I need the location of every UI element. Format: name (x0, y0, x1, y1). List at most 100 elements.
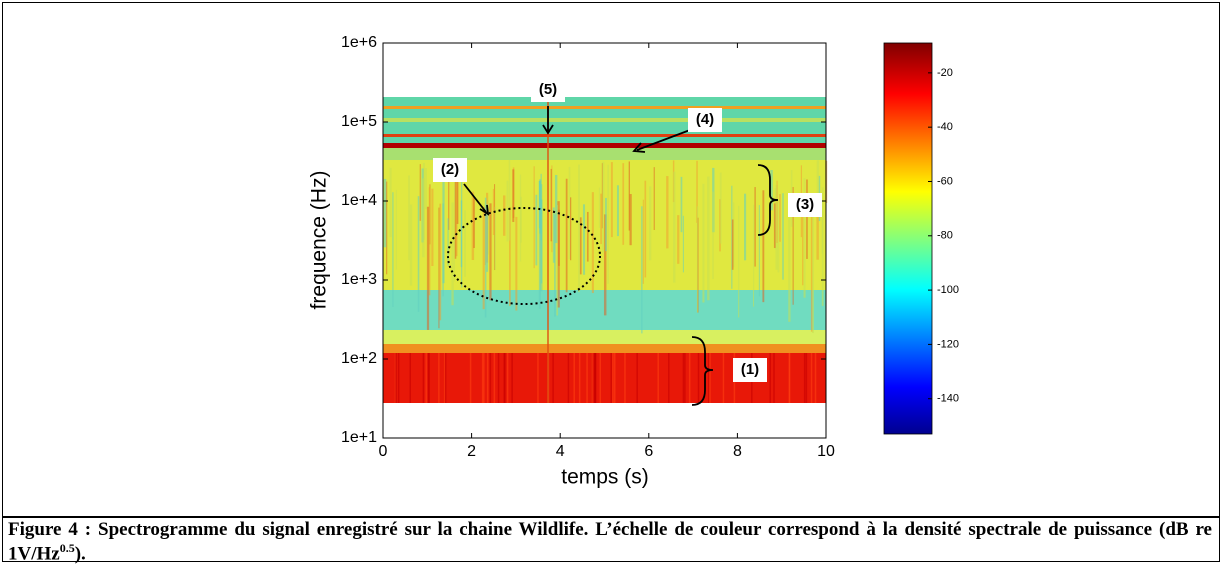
annotation-box (733, 358, 767, 382)
spectrogram-streak (578, 164, 581, 293)
caption-text: Figure 4 : Spectrogramme du signal enreg… (8, 519, 1212, 564)
arrow-head (479, 204, 490, 216)
spectrogram-streak (811, 215, 814, 334)
spectrogram-streak (599, 353, 602, 403)
spectrogram-streak (533, 166, 535, 269)
y-tick-label: 1e+4 (341, 192, 377, 209)
annotation: (4) (696, 111, 714, 128)
brace (691, 336, 714, 406)
spectrogram-streak (612, 353, 614, 403)
arrow (463, 183, 487, 213)
spectrogram-band (383, 148, 826, 160)
spectrogram-streak (509, 206, 511, 307)
spectrogram-band (383, 106, 826, 109)
spectrogram-streak (386, 181, 388, 275)
spectrogram-streak (600, 193, 602, 245)
spectrogram-streak (666, 176, 669, 249)
spectrogram-band (383, 118, 826, 122)
spectrogram-streak (506, 180, 509, 242)
spectrogram-streak (389, 167, 392, 238)
spectrogram-streak (602, 161, 605, 253)
separator (2, 516, 1220, 518)
spectrogram-streak (722, 353, 725, 403)
spectrogram-streak (422, 353, 425, 403)
spectrogram-streak (473, 197, 475, 249)
spectrogram-band (383, 143, 826, 148)
caption-superscript: 0.5 (59, 541, 75, 555)
spectrogram-streak (680, 176, 683, 233)
spectrogram-streak (707, 176, 710, 301)
spectrogram-streak (688, 353, 691, 403)
spectrogram-streak (805, 353, 808, 403)
annotation-box (433, 158, 467, 182)
spectrogram-streak (753, 204, 755, 307)
spectrogram-streak (591, 192, 594, 294)
spectrogram-streak (594, 353, 597, 403)
spectrogram-streak (628, 161, 630, 231)
spectrogram-streak (453, 168, 455, 282)
spectrogram-streak (425, 353, 427, 403)
spectrogram-streak (439, 203, 442, 321)
spectrogram-streak (814, 353, 817, 403)
spectrogram-streak (547, 97, 549, 403)
y-tick-label: 1e+2 (341, 350, 377, 367)
spectrogram-streak (788, 353, 791, 403)
colorbar-tick-label: -100 (937, 284, 959, 296)
y-tick-label: 1e+5 (341, 113, 377, 130)
spectrogram-streak (802, 208, 804, 286)
spectrogram-streak (552, 353, 554, 403)
brace (757, 164, 779, 236)
y-tick-label: 1e+6 (341, 34, 377, 51)
arrow (636, 129, 691, 151)
spectrogram-streak (582, 204, 586, 275)
y-tick-label: 1e+3 (341, 271, 377, 288)
spectrogram-streak (444, 353, 447, 403)
spectrogram-streak (512, 169, 515, 222)
spectrogram-streak (648, 186, 652, 261)
colorbar-tick-label: -40 (937, 121, 953, 133)
colorbar-tick-label: -120 (937, 338, 959, 350)
spectrogram-streak (408, 175, 410, 261)
spectrogram-streak (754, 187, 756, 267)
spectrogram-streak (810, 207, 813, 332)
caption-end: ). (74, 543, 86, 564)
spectrogram-streak (456, 168, 459, 224)
annotation-box (788, 193, 822, 217)
spectrogram-streak (803, 353, 806, 403)
x-tick-label: 10 (817, 443, 835, 460)
spectrogram-streak (803, 178, 806, 298)
spectrogram-streak (520, 196, 522, 243)
spectrogram-streak (777, 200, 780, 273)
spectrogram-streak (392, 192, 394, 307)
spectrogram-streak (417, 196, 420, 312)
x-axis-label: temps (s) (561, 466, 649, 489)
spectrogram-streak (493, 353, 496, 403)
spectrogram-streak (497, 353, 500, 403)
spectrogram-streak (636, 353, 638, 403)
spectrogram-streak (792, 186, 794, 305)
spectrogram-streak (610, 353, 612, 403)
spectrogram-streak (731, 219, 734, 270)
spectrogram-streak (486, 204, 489, 272)
spectrogram-streak (782, 193, 784, 280)
spectrogram-streak (616, 185, 619, 237)
spectrogram-streak (448, 179, 450, 230)
colorbar-tick-label: -60 (937, 175, 953, 187)
annotation: (2) (441, 161, 459, 178)
spectrogram-streak (489, 203, 492, 301)
spectrogram-streak (624, 353, 626, 403)
spectrogram-streak (481, 353, 484, 403)
x-tick-label: 0 (379, 443, 388, 460)
annotation-box (688, 108, 722, 132)
spectrogram-streak (494, 206, 496, 270)
spectrogram-band (383, 134, 826, 137)
spectrogram-streak (733, 202, 735, 268)
spectrogram-streak (653, 167, 655, 230)
spectrogram-streak (779, 194, 781, 242)
spectrogram-band (383, 330, 826, 344)
spectrogram-streak (409, 353, 412, 403)
spectrogram-streak (483, 353, 485, 403)
x-tick-label: 6 (644, 443, 653, 460)
spectrogram-streak (556, 205, 559, 316)
